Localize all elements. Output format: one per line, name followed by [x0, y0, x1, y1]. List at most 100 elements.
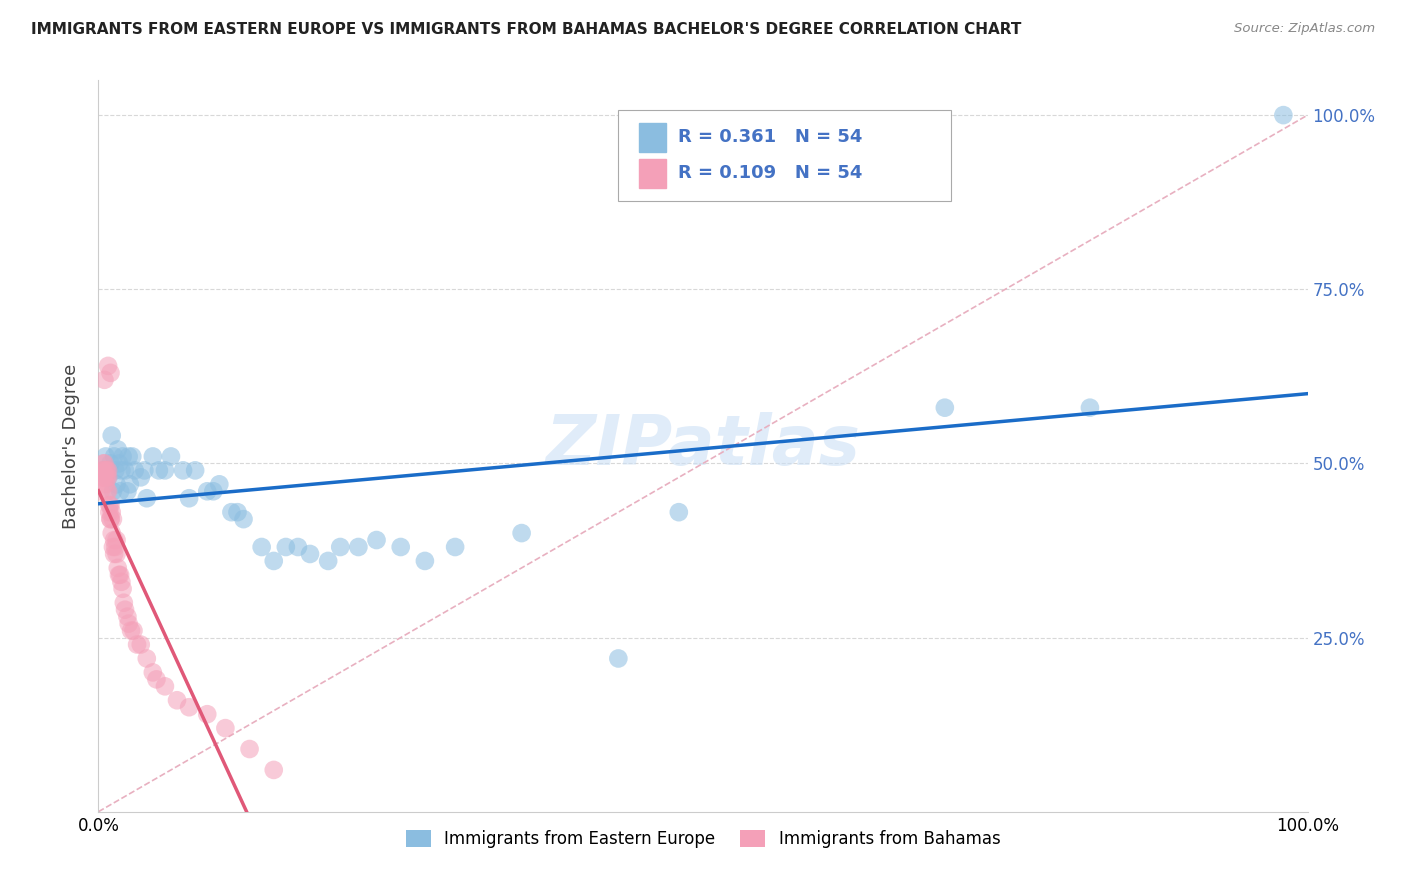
- Point: [142, 665, 165, 680]
- Point: [100, 512, 122, 526]
- Point: [98, 505, 121, 519]
- Point: [299, 547, 322, 561]
- Point: [91, 463, 114, 477]
- Point: [607, 651, 630, 665]
- Point: [226, 505, 249, 519]
- Point: [117, 609, 139, 624]
- Point: [105, 477, 128, 491]
- Point: [91, 463, 114, 477]
- Point: [413, 554, 436, 568]
- Point: [97, 463, 120, 477]
- Point: [202, 484, 225, 499]
- Text: ZIPatlas: ZIPatlas: [546, 412, 860, 480]
- Point: [103, 533, 125, 547]
- Point: [98, 498, 121, 512]
- Point: [263, 554, 285, 568]
- Point: [135, 651, 157, 665]
- Point: [103, 547, 125, 561]
- Point: [91, 470, 114, 484]
- Point: [232, 512, 254, 526]
- Point: [316, 554, 339, 568]
- Point: [111, 582, 134, 596]
- Point: [347, 540, 370, 554]
- Y-axis label: Bachelor's Degree: Bachelor's Degree: [62, 363, 80, 529]
- Point: [101, 540, 124, 554]
- Point: [179, 491, 201, 506]
- Point: [107, 561, 129, 575]
- Point: [134, 463, 156, 477]
- Bar: [638, 159, 665, 188]
- Point: [100, 512, 122, 526]
- Point: [104, 540, 127, 554]
- FancyBboxPatch shape: [619, 110, 950, 201]
- Point: [145, 673, 167, 687]
- Point: [108, 567, 131, 582]
- Point: [101, 512, 124, 526]
- Point: [366, 533, 388, 547]
- Point: [934, 401, 956, 415]
- Point: [100, 505, 122, 519]
- Point: [153, 463, 176, 477]
- Point: [129, 470, 152, 484]
- Text: Source: ZipAtlas.com: Source: ZipAtlas.com: [1234, 22, 1375, 36]
- Point: [96, 463, 118, 477]
- Point: [221, 505, 243, 519]
- Point: [108, 567, 131, 582]
- Point: [184, 463, 207, 477]
- Point: [111, 450, 134, 464]
- Text: R = 0.109   N = 54: R = 0.109 N = 54: [678, 164, 862, 182]
- Point: [389, 540, 412, 554]
- Point: [94, 450, 117, 464]
- Point: [97, 484, 120, 499]
- Point: [100, 366, 122, 380]
- Point: [110, 463, 132, 477]
- Text: IMMIGRANTS FROM EASTERN EUROPE VS IMMIGRANTS FROM BAHAMAS BACHELOR'S DEGREE CORR: IMMIGRANTS FROM EASTERN EUROPE VS IMMIGR…: [31, 22, 1021, 37]
- Point: [1078, 401, 1101, 415]
- Point: [114, 603, 136, 617]
- Point: [239, 742, 262, 756]
- Point: [90, 484, 112, 499]
- Point: [121, 450, 143, 464]
- Point: [112, 596, 135, 610]
- Point: [93, 457, 115, 471]
- Point: [100, 457, 122, 471]
- Point: [263, 763, 285, 777]
- Point: [96, 484, 118, 499]
- Text: R = 0.361   N = 54: R = 0.361 N = 54: [678, 128, 862, 146]
- Point: [91, 457, 114, 471]
- Point: [287, 540, 309, 554]
- Point: [142, 450, 165, 464]
- Point: [118, 616, 141, 631]
- Point: [105, 547, 128, 561]
- Point: [250, 540, 273, 554]
- Point: [214, 721, 236, 735]
- Point: [93, 470, 115, 484]
- Point: [117, 484, 139, 499]
- Point: [172, 463, 194, 477]
- Point: [114, 463, 136, 477]
- Point: [107, 442, 129, 457]
- Point: [668, 505, 690, 519]
- Legend: Immigrants from Eastern Europe, Immigrants from Bahamas: Immigrants from Eastern Europe, Immigran…: [399, 823, 1007, 855]
- Point: [148, 463, 170, 477]
- Point: [129, 638, 152, 652]
- Bar: [638, 123, 665, 152]
- Point: [105, 533, 128, 547]
- Point: [93, 373, 115, 387]
- Point: [166, 693, 188, 707]
- Point: [108, 484, 131, 499]
- Point: [100, 428, 122, 442]
- Point: [94, 463, 117, 477]
- Point: [97, 470, 120, 484]
- Point: [179, 700, 201, 714]
- Point: [135, 491, 157, 506]
- Point: [104, 463, 127, 477]
- Point: [274, 540, 297, 554]
- Point: [195, 707, 218, 722]
- Point: [208, 477, 231, 491]
- Point: [160, 450, 183, 464]
- Point: [96, 470, 118, 484]
- Point: [94, 477, 117, 491]
- Point: [93, 463, 115, 477]
- Point: [100, 526, 122, 541]
